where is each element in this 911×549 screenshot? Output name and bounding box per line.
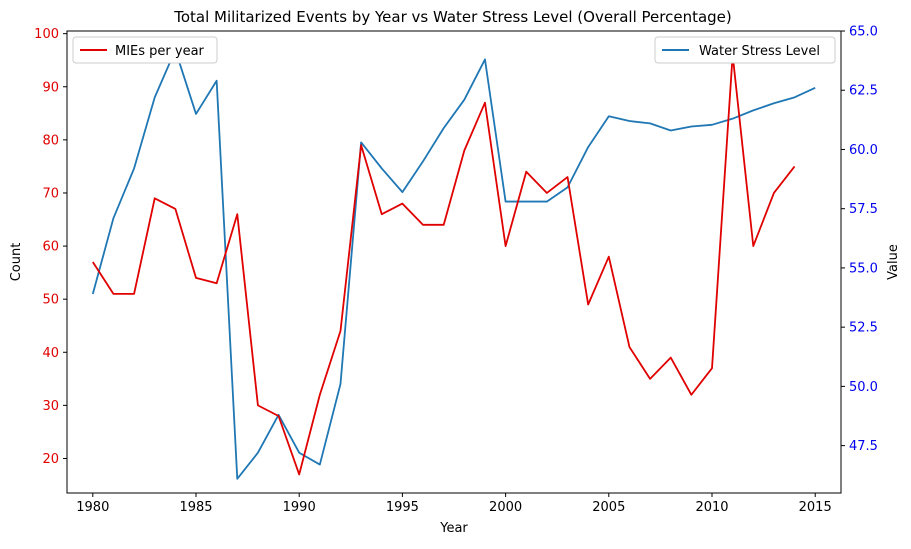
left-y-tick-label: 70 bbox=[42, 186, 59, 201]
left-y-axis-label: Count bbox=[9, 243, 24, 282]
left-y-tick-label: 80 bbox=[42, 133, 59, 148]
right-y-tick-label: 50.0 bbox=[849, 380, 878, 395]
x-tick-label: 2000 bbox=[489, 500, 522, 515]
x-tick-label: 1980 bbox=[76, 500, 109, 515]
legend-right-frame bbox=[654, 36, 836, 64]
legend-label-mies: MIEs per year bbox=[115, 44, 205, 59]
series-line-mies bbox=[92, 54, 796, 476]
left-y-tick-label: 30 bbox=[42, 399, 59, 414]
legend-left: MIEs per year bbox=[72, 36, 218, 64]
right-y-tick-label: 52.5 bbox=[849, 321, 878, 336]
x-tick-label: 2005 bbox=[592, 500, 625, 515]
right-y-tick-label: 65.0 bbox=[849, 25, 878, 40]
legend-left-frame bbox=[72, 36, 218, 64]
x-axis-label: Year bbox=[439, 521, 468, 536]
x-tick-label: 2015 bbox=[799, 500, 832, 515]
left-y-tick-label: 50 bbox=[42, 293, 59, 308]
x-tick-label: 1995 bbox=[386, 500, 419, 515]
x-tick-label: 2010 bbox=[695, 500, 728, 515]
axes: 1980 1985 1990 1995 2000 2005 2010 2015 20 30 40 50… bbox=[34, 25, 878, 516]
x-tick-label: 1990 bbox=[283, 500, 316, 515]
chart-title: Total Militarized Events by Year vs Wate… bbox=[173, 8, 732, 26]
series-line-water-stress bbox=[91, 49, 816, 480]
left-y-tick-label: 100 bbox=[34, 27, 59, 42]
left-y-tick-label: 90 bbox=[42, 80, 59, 95]
left-y-tick-label: 20 bbox=[42, 452, 59, 467]
legend-right: Water Stress Level bbox=[654, 36, 836, 64]
right-y-tick-label: 60.0 bbox=[849, 143, 878, 158]
left-y-tick-label: 60 bbox=[42, 240, 59, 255]
right-y-tick-label: 55.0 bbox=[849, 261, 878, 276]
plot-area bbox=[91, 49, 816, 480]
right-y-tick-label: 57.5 bbox=[849, 202, 878, 217]
right-y-tick-label: 47.5 bbox=[849, 439, 878, 454]
right-y-axis-label: Value bbox=[886, 244, 901, 280]
plot-frame bbox=[66, 30, 842, 494]
right-y-tick-label: 62.5 bbox=[849, 84, 878, 99]
legend-label-water-stress: Water Stress Level bbox=[699, 44, 820, 59]
left-y-tick-label: 40 bbox=[42, 346, 59, 361]
x-tick-label: 1985 bbox=[179, 500, 212, 515]
